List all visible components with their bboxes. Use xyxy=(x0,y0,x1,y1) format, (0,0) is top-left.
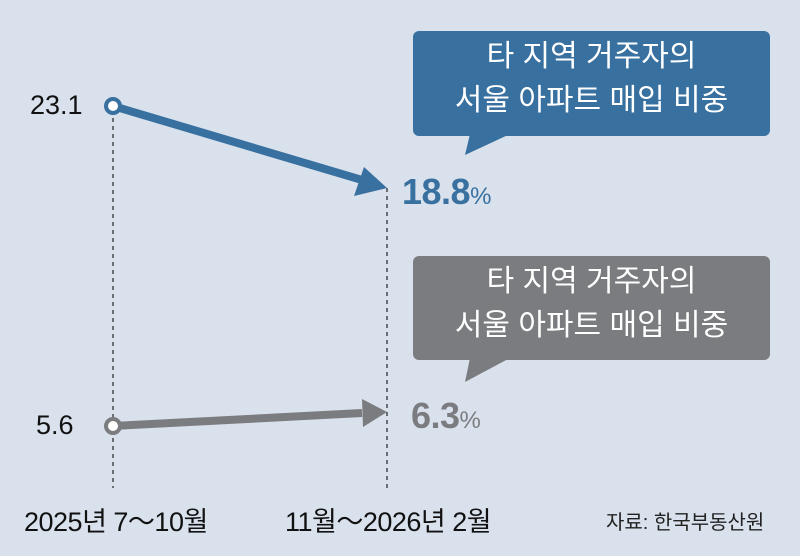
blue-series-line xyxy=(111,102,364,184)
x-axis-label-left: 2025년 7～10월 xyxy=(24,507,208,537)
gray-series-line xyxy=(112,409,363,430)
gray-end-number: 6.3 xyxy=(411,395,460,436)
blue-series-callout: 타 지역 거주자의 서울 아파트 매입 비중 xyxy=(413,31,770,136)
blue-start-value: 23.1 xyxy=(30,90,83,120)
blue-end-value: 18.8% xyxy=(402,171,491,213)
gray-bubble-tail xyxy=(465,358,510,382)
blue-arrow-head-icon xyxy=(354,167,387,196)
gray-end-percent: % xyxy=(459,407,481,434)
gray-callout-line2: 서울 아파트 매입 비중 xyxy=(454,309,729,342)
gray-series-callout: 타 지역 거주자의 서울 아파트 매입 비중 xyxy=(413,256,770,360)
gray-end-value: 6.3% xyxy=(411,395,481,437)
blue-end-percent: % xyxy=(470,183,491,210)
gray-start-marker xyxy=(104,417,122,435)
blue-start-marker xyxy=(104,97,122,115)
blue-bubble-tail xyxy=(465,134,510,155)
gray-arrow-head-icon xyxy=(362,399,387,427)
blue-callout-line2: 서울 아파트 매입 비중 xyxy=(454,84,729,117)
gray-start-value: 5.6 xyxy=(36,410,74,440)
x-axis-label-right: 11월～2026년 2월 xyxy=(285,507,492,537)
blue-end-number: 18.8 xyxy=(402,171,471,212)
blue-callout-line1: 타 지역 거주자의 xyxy=(486,40,697,73)
source-note: 자료: 한국부동산원 xyxy=(606,512,765,534)
gray-callout-line1: 타 지역 거주자의 xyxy=(486,265,697,298)
